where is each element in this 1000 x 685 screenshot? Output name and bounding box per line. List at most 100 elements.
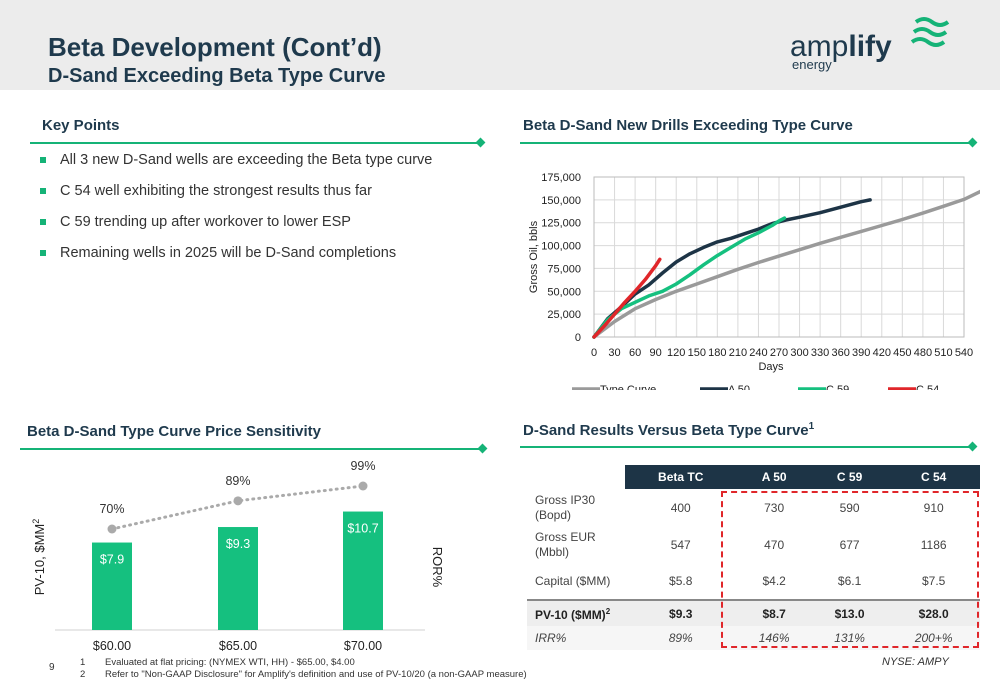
y-tick-label: 100,000 (541, 241, 581, 253)
legend-label: Type Curve (600, 384, 656, 390)
y-axis-label: PV-10, $MM2 (31, 519, 47, 596)
y-tick-label: 0 (575, 332, 581, 344)
table-rule (520, 446, 972, 448)
y-axis-label-superscript: 2 (31, 519, 41, 524)
y-tick-label: 25,000 (547, 309, 581, 321)
key-points-rule (30, 142, 480, 144)
page-title: Beta Development (Cont’d) (48, 32, 382, 62)
table-header-cell: A 50 (736, 465, 812, 489)
table-cell: $13.0 (811, 599, 888, 626)
x-tick-label: 120 (667, 347, 685, 359)
x-tick-label: $60.00 (93, 639, 131, 653)
results-table: Beta TC A 50 C 59 C 54 Gross IP30 (Bopd)… (527, 465, 980, 650)
svg-text:amplify: amplify (790, 30, 892, 63)
table-title: D-Sand Results Versus Beta Type Curve1 (523, 421, 814, 439)
table-cell: 730 (764, 500, 785, 515)
row-label-text: PV-10 ($MM) (535, 608, 606, 622)
row-label: Gross IP30 (Bopd) (535, 492, 596, 522)
bar (218, 527, 258, 630)
x-tick-label: 420 (873, 347, 891, 359)
table-row: Capital ($MM) $5.8 $4.2 $6.1 $7.5 (527, 563, 980, 600)
bar-value-label: $10.7 (347, 522, 378, 536)
table-cell: $6.1 (837, 574, 862, 588)
line-chart: 0 30 60 90 120 150 180 210 240 270 300 330 360 390 420… (528, 172, 980, 390)
table-cell: $8.7 (736, 599, 812, 626)
highlight-box (721, 491, 979, 648)
ror-point (107, 524, 117, 534)
ror-label: 99% (350, 459, 375, 473)
x-tick-label: 390 (852, 347, 870, 359)
table-cell: 547 (670, 537, 691, 552)
table-row: Gross EUR (Mbbl) 547 470 677 1186 (527, 526, 980, 563)
x-tick-label: 210 (729, 347, 747, 359)
legend-label: C 59 (826, 384, 849, 390)
table-header-blank (527, 465, 625, 489)
table-header-cell: C 54 (887, 465, 980, 489)
x-tick-label: 450 (893, 347, 911, 359)
table-cell: 400 (670, 500, 691, 515)
series-line-a-50 (592, 198, 872, 339)
table-cell: $28.0 (887, 599, 980, 626)
bar-value-label: $7.9 (100, 553, 124, 567)
series-line-c-54 (592, 257, 662, 339)
row-label: Gross EUR (Mbbl) (535, 529, 596, 559)
x-tick-label: 510 (934, 347, 952, 359)
ror-line (110, 484, 365, 531)
ticker-label: NYSE: AMPY (882, 656, 949, 668)
y-axis-label-text: PV-10, $MM (32, 524, 47, 596)
table-header-row: Beta TC A 50 C 59 C 54 (527, 465, 980, 489)
footnote-number: 1 (80, 657, 86, 668)
series-line-type-curve (592, 189, 980, 339)
x-tick-label: 60 (629, 347, 641, 359)
y-tick-label: 175,000 (541, 172, 581, 184)
x-tick-label: 90 (650, 347, 662, 359)
ror-label: 89% (225, 474, 250, 488)
table-title-superscript: 1 (808, 421, 815, 432)
list-item: All 3 new D-Sand wells are exceeding the… (40, 150, 480, 181)
table-row: Gross IP30 (Bopd) 400 730 590 910 (527, 489, 980, 526)
x-tick-label: 180 (708, 347, 726, 359)
x-tick-label: 540 (955, 347, 973, 359)
table-cell: $5.8 (669, 574, 693, 588)
list-item: C 59 trending up after workover to lower… (40, 212, 480, 243)
svg-text:energy: energy (792, 57, 832, 72)
y-tick-label: 50,000 (547, 286, 581, 298)
x-tick-label: 150 (688, 347, 706, 359)
y-tick-label: 150,000 (541, 195, 581, 207)
list-item: C 54 well exhibiting the strongest resul… (40, 181, 480, 212)
footnote-1: 1 Evaluated at flat pricing: (NYMEX WTI, … (80, 657, 355, 668)
row-label-superscript: 2 (605, 607, 611, 616)
y-axis-label: Gross Oil, bbls (528, 220, 540, 293)
x-axis-label: Days (758, 361, 784, 373)
x-tick-label: $70.00 (344, 639, 382, 653)
bar (92, 542, 132, 630)
x-tick-label: 0 (591, 347, 597, 359)
table-cell: $9.3 (625, 599, 737, 626)
ror-point (233, 496, 243, 506)
bar-value-label: $9.3 (226, 537, 250, 551)
plot-area-border (593, 176, 965, 338)
x-tick-label: 30 (608, 347, 620, 359)
table-cell: $4.2 (762, 574, 786, 588)
header-banner (0, 0, 1000, 90)
page-subtitle: D-Sand Exceeding Beta Type Curve (48, 65, 386, 87)
table-header-cell: Beta TC (625, 465, 737, 489)
footnote-text: Refer to "Non-GAAP Disclosure" for Ampli… (105, 669, 527, 680)
bar-chart-rule (20, 448, 482, 450)
amplify-logo: amplify energy (790, 17, 950, 72)
y-tick-label: 75,000 (547, 263, 581, 275)
line-chart-title: Beta D-Sand New Drills Exceeding Type Cu… (523, 117, 853, 134)
key-points-title: Key Points (42, 117, 120, 134)
list-item: Remaining wells in 2025 will be D-Sand c… (40, 243, 480, 274)
x-tick-label: 240 (749, 347, 767, 359)
footnote-2: 2 Refer to "Non-GAAP Disclosure" for Ampl… (80, 669, 527, 680)
row-label: Capital ($MM) (535, 573, 611, 588)
table-cell: 677 (839, 537, 860, 552)
row-label: PV-10 ($MM)2 (527, 599, 625, 626)
x-tick-label: 330 (811, 347, 829, 359)
line-chart-rule (520, 142, 972, 144)
series-line-c-59 (592, 216, 787, 339)
legend-label: A 50 (728, 384, 750, 390)
row-label: IRR% (527, 626, 625, 650)
bar (343, 511, 383, 630)
